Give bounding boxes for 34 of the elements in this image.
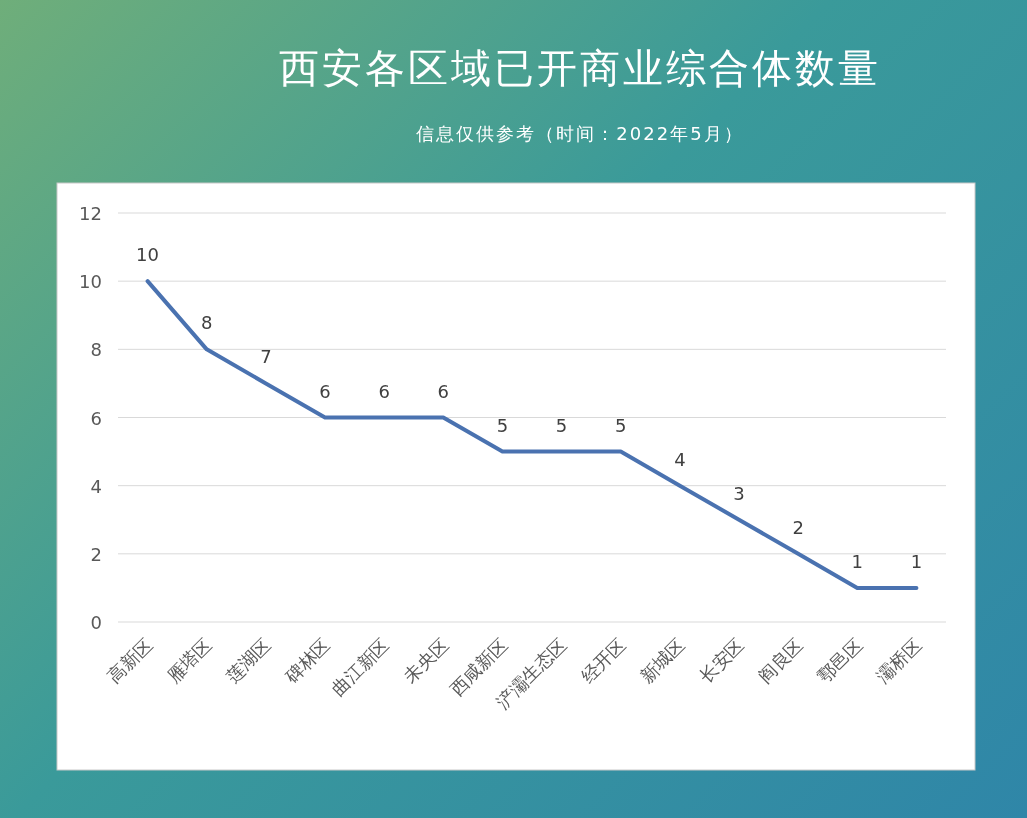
data-label: 6 bbox=[378, 380, 390, 402]
data-label: 4 bbox=[674, 448, 686, 470]
data-label: 6 bbox=[437, 380, 450, 402]
data-label: 8 bbox=[200, 312, 213, 334]
x-tick-label: 灞桥区 bbox=[872, 633, 926, 688]
x-tick-label: 高新区 bbox=[103, 633, 157, 688]
x-tick-label: 碑林区 bbox=[280, 633, 334, 688]
y-tick-label: 12 bbox=[79, 203, 102, 224]
x-tick-label: 新城区 bbox=[635, 633, 689, 688]
data-label: 7 bbox=[260, 346, 272, 368]
x-tick-label: 鄠邑区 bbox=[813, 633, 867, 688]
data-label: 3 bbox=[733, 482, 745, 504]
x-tick-label: 雁塔区 bbox=[162, 633, 216, 688]
x-tick-label: 长安区 bbox=[694, 633, 748, 688]
x-tick-label: 阎良区 bbox=[753, 633, 807, 688]
data-label: 2 bbox=[792, 516, 804, 538]
data-label: 1 bbox=[910, 550, 923, 572]
y-tick-label: 4 bbox=[90, 475, 102, 497]
data-label: 1 bbox=[851, 550, 864, 572]
x-tick-label: 莲湖区 bbox=[221, 633, 275, 688]
data-label: 10 bbox=[136, 244, 160, 266]
y-tick-label: 8 bbox=[90, 339, 102, 361]
y-tick-label: 10 bbox=[79, 271, 102, 293]
y-tick-label: 2 bbox=[90, 543, 102, 565]
data-label: 5 bbox=[614, 414, 627, 436]
chart-subtitle: 信息仅供参考（时间：2022年5月） bbox=[416, 123, 744, 144]
data-label: 5 bbox=[496, 414, 509, 436]
y-tick-label: 0 bbox=[90, 612, 102, 633]
y-tick-label: 6 bbox=[90, 407, 102, 429]
data-label: 6 bbox=[319, 380, 331, 402]
x-tick-label: 经开区 bbox=[576, 633, 630, 688]
chart-title: 西安各区域已开商业综合体数量 bbox=[279, 45, 881, 91]
line-series bbox=[145, 279, 919, 590]
data-label: 5 bbox=[555, 414, 568, 436]
